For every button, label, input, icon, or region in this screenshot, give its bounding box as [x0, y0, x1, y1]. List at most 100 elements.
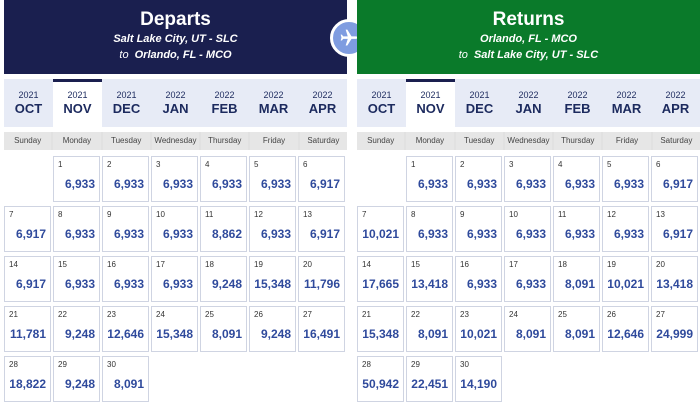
returns-day-cell[interactable]: 22 8,091: [406, 306, 453, 352]
returns-day-cell[interactable]: 23 10,021: [455, 306, 502, 352]
departs-day-cell[interactable]: 15 6,933: [53, 256, 100, 302]
returns-month-tab[interactable]: 2022 JAN: [504, 79, 553, 127]
returns-month-tab[interactable]: 2022 FEB: [553, 79, 602, 127]
returns-day-cell[interactable]: 16 6,933: [455, 256, 502, 302]
weekday-label: Tuesday: [455, 132, 503, 150]
fare-price: 6,933: [162, 177, 193, 191]
day-number: 29: [411, 360, 420, 369]
fare-price: 6,933: [260, 227, 291, 241]
returns-day-cell[interactable]: 12 6,933: [602, 206, 649, 252]
departs-day-cell[interactable]: 23 12,646: [102, 306, 149, 352]
departs-day-cell[interactable]: 14 6,917: [4, 256, 51, 302]
returns-day-cell[interactable]: 1 6,933: [406, 156, 453, 202]
weekday-label: Sunday: [357, 132, 405, 150]
returns-day-cell[interactable]: 17 6,933: [504, 256, 551, 302]
returns-day-cell[interactable]: 24 8,091: [504, 306, 551, 352]
departs-day-cell[interactable]: 17 6,933: [151, 256, 198, 302]
fare-price: 6,933: [211, 177, 242, 191]
departs-day-cell[interactable]: 5 6,933: [249, 156, 296, 202]
departs-day-cell[interactable]: 28 18,822: [4, 356, 51, 402]
departs-day-cell[interactable]: 1 6,933: [53, 156, 100, 202]
day-number: 6: [303, 160, 308, 169]
departs-day-cell[interactable]: 30 8,091: [102, 356, 149, 402]
fare-price: 9,248: [64, 327, 95, 341]
day-number: 15: [411, 260, 420, 269]
day-number: 8: [58, 210, 63, 219]
departs-day-cell[interactable]: 25 8,091: [200, 306, 247, 352]
departs-day-cell[interactable]: 21 11,781: [4, 306, 51, 352]
weekday-label: Saturday: [299, 132, 347, 150]
returns-day-cell[interactable]: 11 6,933: [553, 206, 600, 252]
weekday-label: Monday: [53, 132, 101, 150]
departs-month-tab[interactable]: 2022 MAR: [249, 79, 298, 127]
returns-day-cell[interactable]: 14 17,665: [357, 256, 404, 302]
returns-day-cell[interactable]: 25 8,091: [553, 306, 600, 352]
month-name: OCT: [14, 101, 43, 116]
returns-day-cell[interactable]: 2 6,933: [455, 156, 502, 202]
departs-day-cell[interactable]: 22 9,248: [53, 306, 100, 352]
returns-month-tab[interactable]: 2022 APR: [651, 79, 700, 127]
returns-day-cell[interactable]: 29 22,451: [406, 356, 453, 402]
departs-day-cell[interactable]: 8 6,933: [53, 206, 100, 252]
returns-day-cell[interactable]: 10 6,933: [504, 206, 551, 252]
day-number: 27: [656, 310, 665, 319]
empty-day-cell: [357, 156, 404, 202]
day-number: 2: [460, 160, 465, 169]
fare-price: 6,917: [15, 277, 46, 291]
departs-day-cell[interactable]: 4 6,933: [200, 156, 247, 202]
departs-day-cell[interactable]: 3 6,933: [151, 156, 198, 202]
returns-day-cell[interactable]: 3 6,933: [504, 156, 551, 202]
departs-day-cell[interactable]: 29 9,248: [53, 356, 100, 402]
month-year: 2021: [18, 90, 39, 100]
returns-month-tab[interactable]: 2021 OCT: [357, 79, 406, 127]
returns-day-cell[interactable]: 4 6,933: [553, 156, 600, 202]
departs-month-tab-active[interactable]: 2021 NOV: [53, 79, 102, 127]
returns-day-cell[interactable]: 26 12,646: [602, 306, 649, 352]
day-number: 17: [156, 260, 165, 269]
fare-price: 6,933: [515, 277, 546, 291]
returns-day-cell[interactable]: 7 10,021: [357, 206, 404, 252]
departs-weekday-header: Sunday Monday Tuesday Wednesday Thursday…: [4, 132, 347, 150]
departs-day-cell[interactable]: 7 6,917: [4, 206, 51, 252]
returns-day-cell[interactable]: 19 10,021: [602, 256, 649, 302]
departs-month-tab[interactable]: 2022 JAN: [151, 79, 200, 127]
weekday-label: Friday: [250, 132, 298, 150]
departs-day-cell[interactable]: 27 16,491: [298, 306, 345, 352]
departs-day-cell[interactable]: 10 6,933: [151, 206, 198, 252]
day-number: 11: [558, 210, 567, 219]
departs-month-tab[interactable]: 2022 FEB: [200, 79, 249, 127]
returns-day-cell[interactable]: 27 24,999: [651, 306, 698, 352]
returns-day-cell[interactable]: 30 14,190: [455, 356, 502, 402]
departs-day-cell[interactable]: 19 15,348: [249, 256, 296, 302]
returns-month-tab[interactable]: 2021 DEC: [455, 79, 504, 127]
month-year: 2021: [469, 90, 490, 100]
returns-day-cell[interactable]: 6 6,917: [651, 156, 698, 202]
departs-day-cell[interactable]: 13 6,917: [298, 206, 345, 252]
departs-month-tab[interactable]: 2021 DEC: [102, 79, 151, 127]
departs-day-cell[interactable]: 2 6,933: [102, 156, 149, 202]
departs-day-cell[interactable]: 9 6,933: [102, 206, 149, 252]
returns-day-cell[interactable]: 18 8,091: [553, 256, 600, 302]
departs-day-cell[interactable]: 26 9,248: [249, 306, 296, 352]
returns-day-cell[interactable]: 13 6,917: [651, 206, 698, 252]
returns-day-cell[interactable]: 8 6,933: [406, 206, 453, 252]
departs-day-cell[interactable]: 20 11,796: [298, 256, 345, 302]
returns-month-tab-active[interactable]: 2021 NOV: [406, 79, 455, 127]
returns-day-cell[interactable]: 5 6,933: [602, 156, 649, 202]
returns-day-cell[interactable]: 28 50,942: [357, 356, 404, 402]
departs-day-cell[interactable]: 16 6,933: [102, 256, 149, 302]
returns-day-cell[interactable]: 9 6,933: [455, 206, 502, 252]
fare-price: 6,917: [309, 177, 340, 191]
departs-day-cell[interactable]: 18 9,248: [200, 256, 247, 302]
departs-month-tab[interactable]: 2021 OCT: [4, 79, 53, 127]
departs-day-cell[interactable]: 12 6,933: [249, 206, 296, 252]
departs-day-cell[interactable]: 6 6,917: [298, 156, 345, 202]
fare-price: 6,933: [64, 277, 95, 291]
departs-day-cell[interactable]: 24 15,348: [151, 306, 198, 352]
departs-month-tab[interactable]: 2022 APR: [298, 79, 347, 127]
returns-day-cell[interactable]: 15 13,418: [406, 256, 453, 302]
departs-day-cell[interactable]: 11 8,862: [200, 206, 247, 252]
returns-month-tab[interactable]: 2022 MAR: [602, 79, 651, 127]
returns-day-cell[interactable]: 21 15,348: [357, 306, 404, 352]
returns-day-cell[interactable]: 20 13,418: [651, 256, 698, 302]
